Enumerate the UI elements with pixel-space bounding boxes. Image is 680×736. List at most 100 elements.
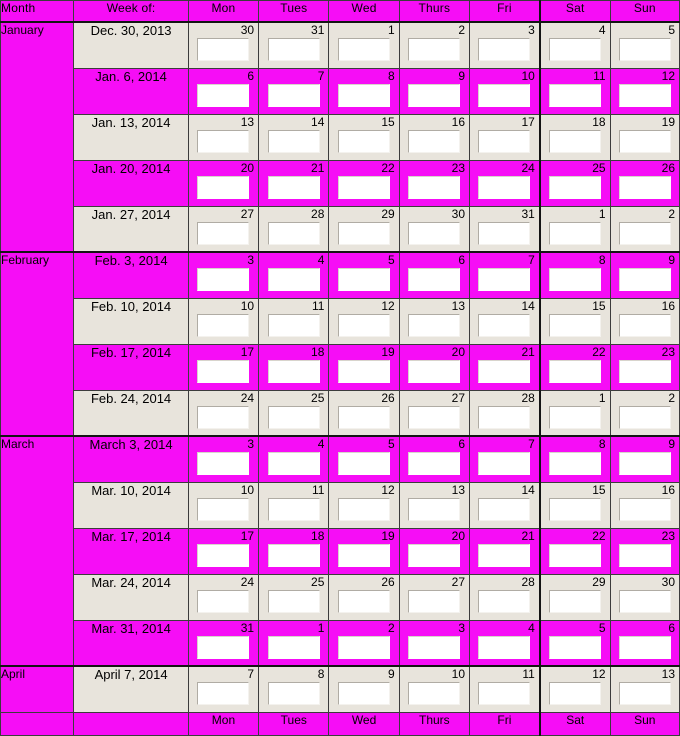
day-entry-box[interactable] — [549, 313, 602, 337]
day-entry-box[interactable] — [197, 682, 250, 705]
day-entry-box[interactable] — [338, 359, 391, 383]
day-entry-box[interactable] — [338, 452, 391, 475]
day-entry-box[interactable] — [618, 129, 671, 153]
day-entry-box[interactable] — [338, 83, 391, 107]
day-entry-box[interactable] — [549, 83, 602, 107]
day-entry-box[interactable] — [267, 313, 320, 337]
day-entry-box[interactable] — [478, 452, 531, 475]
day-entry-box[interactable] — [267, 635, 320, 659]
day-entry-box[interactable] — [478, 589, 531, 613]
day-entry-box[interactable] — [267, 405, 320, 429]
day-entry-box[interactable] — [408, 589, 461, 613]
day-entry-box[interactable] — [478, 129, 531, 153]
day-entry-box[interactable] — [618, 635, 671, 659]
day-entry-box[interactable] — [549, 543, 602, 567]
day-entry-box[interactable] — [338, 268, 391, 291]
day-entry-box[interactable] — [549, 268, 602, 291]
day-entry-box[interactable] — [618, 543, 671, 567]
day-entry-box[interactable] — [549, 221, 602, 245]
day-entry-box[interactable] — [267, 129, 320, 153]
day-entry-box[interactable] — [408, 221, 461, 245]
day-entry-box[interactable] — [549, 682, 602, 705]
day-entry-box[interactable] — [549, 452, 602, 475]
day-entry-box[interactable] — [478, 405, 531, 429]
day-entry-box[interactable] — [618, 589, 671, 613]
day-entry-box[interactable] — [338, 635, 391, 659]
day-entry-box[interactable] — [478, 313, 531, 337]
day-entry-box[interactable] — [478, 38, 531, 61]
day-entry-box[interactable] — [338, 682, 391, 705]
day-entry-box[interactable] — [338, 497, 391, 521]
day-entry-box[interactable] — [549, 38, 602, 61]
day-entry-box[interactable] — [478, 221, 531, 245]
day-entry-box[interactable] — [197, 589, 250, 613]
day-entry-box[interactable] — [197, 83, 250, 107]
day-entry-box[interactable] — [197, 543, 250, 567]
day-entry-box[interactable] — [618, 452, 671, 475]
day-entry-box[interactable] — [197, 497, 250, 521]
day-entry-box[interactable] — [197, 175, 250, 199]
day-entry-box[interactable] — [338, 313, 391, 337]
day-entry-box[interactable] — [197, 129, 250, 153]
day-entry-box[interactable] — [408, 452, 461, 475]
day-entry-box[interactable] — [267, 497, 320, 521]
day-entry-box[interactable] — [267, 38, 320, 61]
day-entry-box[interactable] — [197, 635, 250, 659]
day-entry-box[interactable] — [197, 221, 250, 245]
day-entry-box[interactable] — [618, 175, 671, 199]
day-entry-box[interactable] — [267, 543, 320, 567]
day-entry-box[interactable] — [408, 405, 461, 429]
day-entry-box[interactable] — [408, 83, 461, 107]
day-entry-box[interactable] — [267, 268, 320, 291]
day-entry-box[interactable] — [618, 38, 671, 61]
day-entry-box[interactable] — [338, 543, 391, 567]
day-entry-box[interactable] — [618, 268, 671, 291]
day-entry-box[interactable] — [478, 83, 531, 107]
day-entry-box[interactable] — [549, 129, 602, 153]
day-entry-box[interactable] — [618, 682, 671, 705]
day-entry-box[interactable] — [408, 313, 461, 337]
day-entry-box[interactable] — [618, 83, 671, 107]
day-entry-box[interactable] — [408, 129, 461, 153]
day-entry-box[interactable] — [197, 452, 250, 475]
day-entry-box[interactable] — [549, 497, 602, 521]
day-entry-box[interactable] — [618, 405, 671, 429]
day-entry-box[interactable] — [338, 589, 391, 613]
day-entry-box[interactable] — [478, 497, 531, 521]
day-entry-box[interactable] — [618, 313, 671, 337]
day-entry-box[interactable] — [408, 682, 461, 705]
day-entry-box[interactable] — [267, 221, 320, 245]
day-entry-box[interactable] — [197, 359, 250, 383]
day-entry-box[interactable] — [478, 543, 531, 567]
day-entry-box[interactable] — [267, 359, 320, 383]
day-entry-box[interactable] — [197, 38, 250, 61]
day-entry-box[interactable] — [408, 268, 461, 291]
day-entry-box[interactable] — [408, 497, 461, 521]
day-entry-box[interactable] — [549, 635, 602, 659]
day-entry-box[interactable] — [338, 175, 391, 199]
day-entry-box[interactable] — [618, 497, 671, 521]
day-entry-box[interactable] — [338, 129, 391, 153]
day-entry-box[interactable] — [408, 543, 461, 567]
day-entry-box[interactable] — [478, 175, 531, 199]
day-entry-box[interactable] — [408, 175, 461, 199]
day-entry-box[interactable] — [549, 405, 602, 429]
day-entry-box[interactable] — [408, 635, 461, 659]
day-entry-box[interactable] — [267, 589, 320, 613]
day-entry-box[interactable] — [549, 175, 602, 199]
day-entry-box[interactable] — [197, 313, 250, 337]
day-entry-box[interactable] — [408, 359, 461, 383]
day-entry-box[interactable] — [618, 359, 671, 383]
day-entry-box[interactable] — [338, 38, 391, 61]
day-entry-box[interactable] — [549, 359, 602, 383]
day-entry-box[interactable] — [267, 83, 320, 107]
day-entry-box[interactable] — [478, 682, 531, 705]
day-entry-box[interactable] — [267, 175, 320, 199]
day-entry-box[interactable] — [618, 221, 671, 245]
day-entry-box[interactable] — [338, 221, 391, 245]
day-entry-box[interactable] — [478, 359, 531, 383]
day-entry-box[interactable] — [338, 405, 391, 429]
day-entry-box[interactable] — [267, 452, 320, 475]
day-entry-box[interactable] — [478, 635, 531, 659]
day-entry-box[interactable] — [478, 268, 531, 291]
